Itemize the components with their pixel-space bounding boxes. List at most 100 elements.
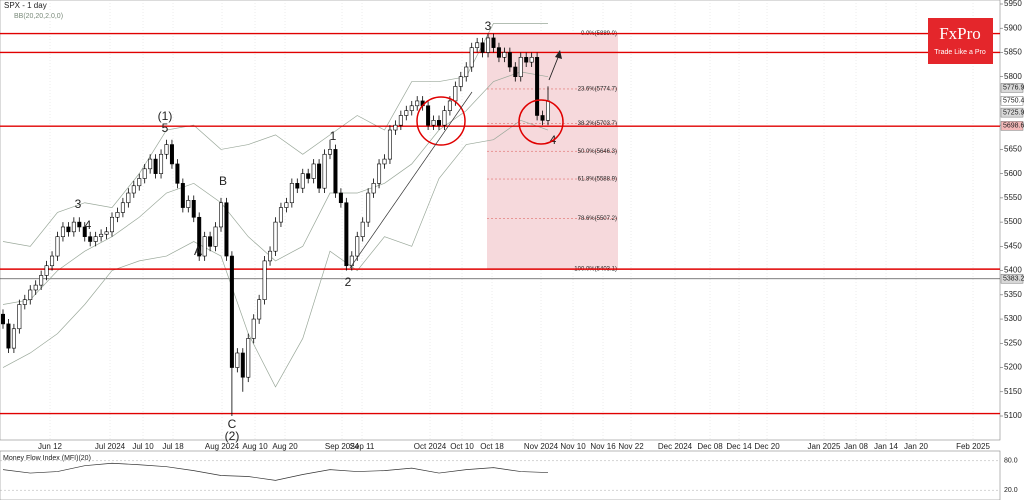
candle-body xyxy=(39,275,44,286)
candle-body xyxy=(88,236,93,242)
x-tick-label: Feb 2025 xyxy=(956,442,990,451)
candle-body xyxy=(371,183,376,194)
candle-body xyxy=(535,57,540,116)
x-tick-label: Dec 08 xyxy=(697,442,723,451)
price-label: 5698.6 xyxy=(1003,123,1024,130)
y-tick-label: 5400 xyxy=(1004,266,1022,275)
candle-body xyxy=(327,149,332,155)
candle-body xyxy=(17,304,22,330)
candle-body xyxy=(71,221,76,233)
candle-body xyxy=(82,226,87,237)
candle-body xyxy=(257,299,262,320)
candle-body xyxy=(442,110,447,126)
y-tick-label: 5600 xyxy=(1004,169,1022,178)
candle-body xyxy=(77,221,82,228)
x-tick-label: Jun 12 xyxy=(38,442,63,451)
fib-label: 50.0%(5646.3) xyxy=(578,149,617,155)
candle-body xyxy=(60,226,65,237)
x-tick-label: Jan 08 xyxy=(844,442,869,451)
highlight-circle xyxy=(416,96,466,146)
candle-body xyxy=(491,37,496,48)
candle-body xyxy=(415,100,420,107)
x-tick-label: Oct 18 xyxy=(480,442,504,451)
x-tick-label: Jul 2024 xyxy=(95,442,126,451)
candle-body xyxy=(159,153,164,174)
candle-body xyxy=(289,183,294,204)
candle-body xyxy=(300,173,305,189)
candle-body xyxy=(148,158,153,170)
x-tick-label: Sep 11 xyxy=(350,442,375,451)
candle-body xyxy=(131,185,136,194)
indicator-label: BB(20,20,2.0,0) xyxy=(14,13,63,20)
y-tick-label: 5450 xyxy=(1004,241,1022,250)
candle-body xyxy=(224,202,229,257)
candle-body xyxy=(333,149,338,194)
candle-body xyxy=(208,236,213,247)
candle-body xyxy=(251,318,256,339)
candle-body xyxy=(99,233,104,237)
candle-body xyxy=(496,47,501,58)
candle-body xyxy=(295,183,300,189)
candle-body xyxy=(213,226,218,247)
highlight-circle xyxy=(518,99,564,145)
candle-body xyxy=(44,265,49,276)
price-label-box xyxy=(1000,273,1024,284)
x-tick-label: Jul 10 xyxy=(132,442,154,451)
candle-body xyxy=(28,289,33,300)
x-tick-label: Dec 14 xyxy=(726,442,752,451)
wave-label: 5 xyxy=(162,121,169,135)
wave-label: 3 xyxy=(75,197,82,211)
candle-body xyxy=(453,86,458,102)
x-tick-label: Nov 16 xyxy=(590,442,616,451)
candle-body xyxy=(66,226,71,233)
candle-body xyxy=(377,163,382,184)
candle-body xyxy=(142,168,147,179)
wave-label: 4 xyxy=(85,218,92,232)
wave-label: 3 xyxy=(485,19,492,33)
wave-label: (2) xyxy=(225,429,240,443)
price-label: 5750.4 xyxy=(1003,98,1024,105)
y-tick-label: 5550 xyxy=(1004,193,1022,202)
candle-body xyxy=(278,207,283,223)
x-tick-label: Sep 2024 xyxy=(325,442,360,451)
candle-body xyxy=(355,236,360,257)
mfi-line xyxy=(2,462,549,481)
mfi-tick-label: 20.0 xyxy=(1004,487,1018,494)
logo-box xyxy=(928,18,993,64)
wave-label: B xyxy=(219,174,227,188)
arrow xyxy=(548,54,560,81)
candle-body xyxy=(22,299,27,305)
candle-body xyxy=(240,352,245,378)
candle-body xyxy=(469,47,474,68)
candle-body xyxy=(464,66,469,78)
x-tick-label: Aug 20 xyxy=(272,442,298,451)
y-tick-label: 5900 xyxy=(1004,23,1022,32)
candle-body xyxy=(268,250,273,262)
candle-body xyxy=(262,260,267,300)
price-label: 5725.9 xyxy=(1003,109,1024,116)
x-tick-label: Jul 18 xyxy=(162,442,184,451)
candle-body xyxy=(524,57,529,63)
candle-body xyxy=(55,236,60,257)
candle-body xyxy=(393,124,398,131)
candle-body xyxy=(338,192,343,204)
x-tick-label: Oct 2024 xyxy=(414,442,447,451)
candle-body xyxy=(180,183,185,208)
candle-body xyxy=(480,42,485,53)
candle-body xyxy=(191,200,196,218)
candle-body xyxy=(431,120,436,126)
candle-body xyxy=(120,202,125,213)
price-label-box xyxy=(1000,83,1024,93)
y-tick-label: 5950 xyxy=(1004,0,1022,8)
chart-title: SPX - 1 day xyxy=(4,1,47,10)
candle-body xyxy=(306,173,311,179)
candle-body xyxy=(110,216,115,233)
candle-body xyxy=(502,52,507,58)
price-label: 5776.9 xyxy=(1003,85,1024,92)
candle-body xyxy=(529,57,534,63)
candle-body xyxy=(436,120,441,126)
wave-label: (1) xyxy=(158,109,173,123)
x-tick-label: Oct 10 xyxy=(450,442,474,451)
y-tick-label: 5150 xyxy=(1004,387,1022,396)
